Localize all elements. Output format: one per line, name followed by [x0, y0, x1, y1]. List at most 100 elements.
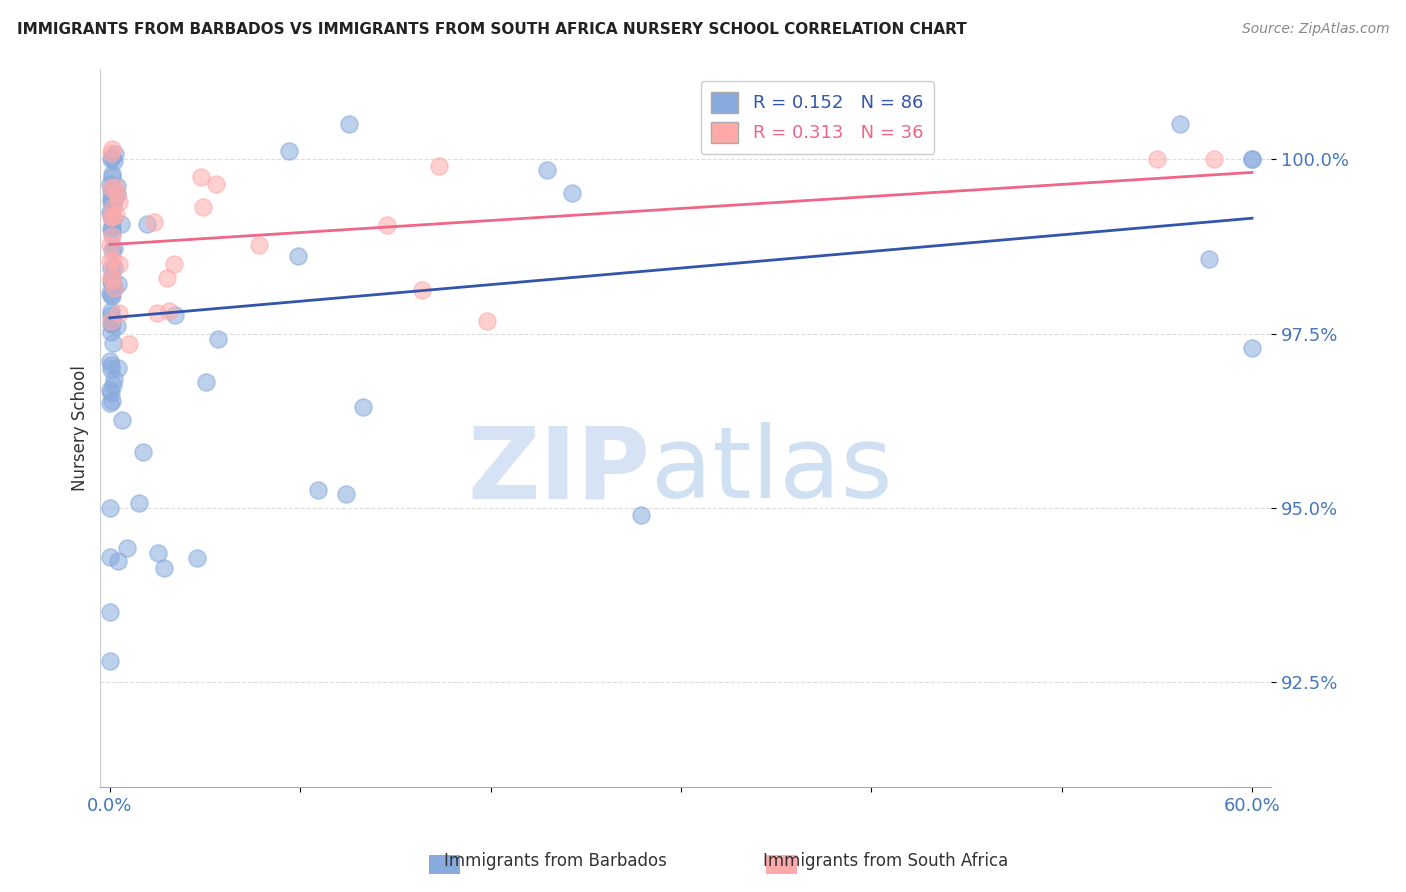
Immigrants from Barbados: [277, 145, 299, 159]
Immigrants from Barbados: [103, 280, 125, 294]
Immigrants from Barbados: [107, 277, 129, 291]
Immigrants from South Africa: [375, 218, 398, 232]
Immigrants from Barbados: [98, 396, 121, 410]
Immigrants from Barbados: [128, 496, 150, 510]
Immigrants from Barbados: [101, 170, 124, 185]
Immigrants from Barbados: [194, 376, 217, 390]
Immigrants from South Africa: [105, 187, 128, 202]
Immigrants from Barbados: [98, 178, 121, 192]
Immigrants from Barbados: [1168, 117, 1191, 131]
Immigrants from Barbados: [100, 308, 122, 322]
Immigrants from Barbados: [101, 394, 124, 409]
Immigrants from South Africa: [191, 200, 214, 214]
Immigrants from South Africa: [156, 270, 179, 285]
Text: atlas: atlas: [651, 422, 893, 519]
Immigrants from Barbados: [98, 549, 121, 564]
Immigrants from South Africa: [163, 257, 186, 271]
Immigrants from South Africa: [1202, 152, 1225, 166]
Immigrants from South Africa: [190, 169, 212, 184]
Immigrants from South Africa: [103, 281, 125, 295]
Immigrants from South Africa: [101, 228, 124, 243]
Immigrants from South Africa: [104, 179, 127, 194]
Immigrants from South Africa: [104, 208, 127, 222]
Immigrants from Barbados: [98, 383, 121, 397]
Immigrants from Barbados: [100, 213, 122, 227]
Immigrants from Barbados: [287, 249, 309, 263]
Immigrants from Barbados: [1198, 252, 1220, 266]
Immigrants from South Africa: [427, 159, 450, 173]
Immigrants from Barbados: [146, 546, 169, 560]
Immigrants from South Africa: [108, 257, 131, 271]
Immigrants from Barbados: [98, 606, 121, 620]
Immigrants from South Africa: [101, 200, 124, 214]
Immigrants from Barbados: [103, 260, 125, 275]
Immigrants from Barbados: [536, 163, 558, 178]
Immigrants from Barbados: [135, 217, 157, 231]
Immigrants from Barbados: [132, 445, 155, 459]
Immigrants from Barbados: [103, 242, 125, 256]
Immigrants from Barbados: [630, 508, 652, 522]
Immigrants from Barbados: [100, 167, 122, 181]
Immigrants from Barbados: [101, 150, 124, 164]
Immigrants from Barbados: [186, 551, 208, 566]
Immigrants from Barbados: [101, 271, 124, 285]
Immigrants from South Africa: [100, 272, 122, 286]
Immigrants from Barbados: [335, 486, 357, 500]
Immigrants from Barbados: [100, 285, 122, 300]
Immigrants from Barbados: [100, 304, 122, 318]
Immigrants from South Africa: [98, 254, 121, 268]
Immigrants from Barbados: [163, 308, 186, 322]
Immigrants from Barbados: [101, 244, 124, 258]
Immigrants from Barbados: [100, 273, 122, 287]
Immigrants from Barbados: [103, 153, 125, 168]
Immigrants from South Africa: [100, 142, 122, 156]
Text: IMMIGRANTS FROM BARBADOS VS IMMIGRANTS FROM SOUTH AFRICA NURSERY SCHOOL CORRELAT: IMMIGRANTS FROM BARBADOS VS IMMIGRANTS F…: [17, 22, 966, 37]
Immigrants from Barbados: [101, 220, 124, 235]
Immigrants from Barbados: [100, 325, 122, 339]
Immigrants from Barbados: [100, 195, 122, 210]
Immigrants from Barbados: [107, 361, 129, 376]
Immigrants from Barbados: [101, 312, 124, 326]
Immigrants from Barbados: [103, 147, 125, 161]
Immigrants from South Africa: [100, 270, 122, 285]
Immigrants from Barbados: [100, 362, 122, 376]
Immigrants from Barbados: [101, 200, 124, 214]
Immigrants from South Africa: [100, 211, 122, 225]
Immigrants from Barbados: [105, 179, 128, 194]
Immigrants from Barbados: [207, 332, 229, 346]
Immigrants from South Africa: [157, 303, 180, 318]
Immigrants from Barbados: [111, 413, 134, 427]
Immigrants from Barbados: [105, 318, 128, 333]
Immigrants from South Africa: [100, 146, 122, 161]
Immigrants from Barbados: [100, 288, 122, 302]
Immigrants from South Africa: [247, 237, 270, 252]
Y-axis label: Nursery School: Nursery School: [72, 365, 89, 491]
Legend: R = 0.152   N = 86, R = 0.313   N = 36: R = 0.152 N = 86, R = 0.313 N = 36: [700, 81, 934, 153]
Immigrants from Barbados: [779, 121, 801, 136]
Immigrants from Barbados: [98, 204, 121, 219]
Immigrants from South Africa: [100, 314, 122, 328]
Immigrants from Barbados: [100, 227, 122, 241]
Text: ZIP: ZIP: [468, 422, 651, 519]
Immigrants from Barbados: [100, 274, 122, 288]
Immigrants from Barbados: [100, 153, 122, 167]
Immigrants from Barbados: [1241, 341, 1264, 355]
Immigrants from South Africa: [100, 209, 122, 223]
Immigrants from Barbados: [110, 217, 132, 231]
Immigrants from Barbados: [100, 261, 122, 276]
Immigrants from Barbados: [100, 191, 122, 205]
Immigrants from Barbados: [98, 654, 121, 668]
Immigrants from Barbados: [103, 378, 125, 392]
Immigrants from Barbados: [100, 317, 122, 331]
Immigrants from Barbados: [107, 554, 129, 568]
Immigrants from South Africa: [108, 195, 131, 210]
Immigrants from Barbados: [101, 196, 124, 211]
Immigrants from Barbados: [101, 211, 124, 226]
Immigrants from Barbados: [98, 500, 121, 515]
Immigrants from South Africa: [142, 215, 165, 229]
Immigrants from Barbados: [1241, 152, 1264, 166]
Text: Source: ZipAtlas.com: Source: ZipAtlas.com: [1241, 22, 1389, 37]
Immigrants from South Africa: [1146, 152, 1168, 166]
Immigrants from South Africa: [146, 305, 169, 319]
Immigrants from Barbados: [101, 289, 124, 303]
